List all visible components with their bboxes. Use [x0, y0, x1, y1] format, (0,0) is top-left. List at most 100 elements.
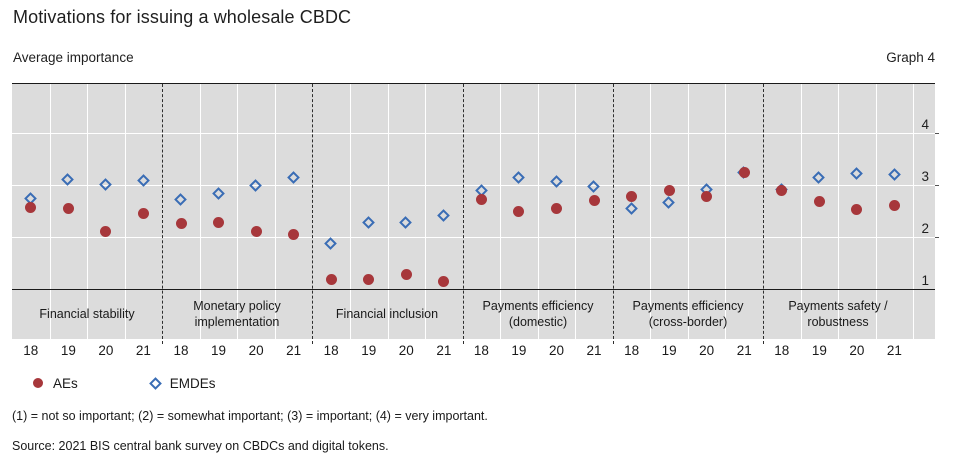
x-axis-year-label: 20	[699, 343, 715, 358]
data-point-emdes	[624, 201, 638, 215]
x-axis-year-label: 18	[323, 343, 339, 358]
gridline-horizontal	[12, 237, 935, 238]
y-axis-caption: Average importance	[13, 50, 134, 65]
y-axis-tick	[935, 185, 939, 186]
gridline-vertical	[125, 84, 126, 339]
category-label: Financial stability	[39, 306, 135, 321]
data-point-emdes	[587, 179, 601, 193]
footnote: (1) = not so important; (2) = somewhat i…	[12, 409, 488, 423]
x-axis-year-label: 18	[774, 343, 790, 358]
gridline-vertical	[650, 84, 651, 339]
x-axis-line	[12, 289, 935, 290]
data-point-emdes	[324, 236, 338, 250]
x-axis-year-label: 19	[211, 343, 227, 358]
data-point-emdes	[512, 171, 525, 185]
emdes-diamond-icon	[148, 376, 162, 390]
x-axis-year-label: 20	[548, 343, 565, 358]
gridline-horizontal	[12, 185, 935, 186]
data-point-emdes	[662, 196, 676, 210]
legend-label: EMDEs	[169, 375, 216, 391]
x-axis-year-label: 18	[173, 343, 189, 358]
data-point-emdes	[99, 177, 112, 191]
data-point-emdes	[286, 171, 300, 185]
legend-item-emdes: EMDEs	[148, 375, 216, 391]
gridline-vertical	[500, 84, 501, 339]
data-point-emdes	[174, 192, 187, 206]
x-axis-year-label: 21	[286, 343, 302, 358]
data-point-emdes	[437, 209, 450, 223]
data-point-aes	[813, 195, 825, 207]
y-axis-tick-label: 3	[921, 169, 929, 184]
x-axis-year-label: 18	[23, 343, 39, 358]
gridline-vertical	[688, 84, 689, 339]
x-axis-year-label: 20	[248, 343, 264, 358]
gridline-vertical	[801, 84, 802, 339]
data-point-aes	[363, 273, 375, 285]
x-axis-year-label: 20	[98, 343, 114, 358]
gridline-vertical	[876, 84, 877, 339]
gridline-vertical	[87, 84, 88, 339]
data-point-aes	[100, 225, 112, 237]
data-point-aes	[738, 167, 750, 179]
data-point-emdes	[61, 173, 75, 186]
aes-circle-icon	[33, 378, 43, 388]
gridline-vertical	[913, 84, 914, 339]
x-axis-year-label: 20	[849, 343, 865, 358]
data-point-emdes	[850, 166, 863, 180]
data-point-aes	[250, 225, 262, 237]
data-point-aes	[25, 201, 37, 213]
source-line: Source: 2021 BIS central bank survey on …	[12, 439, 389, 453]
section-separator	[613, 84, 614, 344]
category-label: Payments safety / robustness	[788, 298, 888, 329]
data-point-aes	[588, 194, 600, 206]
data-point-aes	[513, 205, 525, 217]
plot-area: 1 2 3 4 Financial stability Monetary policy im…	[12, 83, 939, 344]
gridline-horizontal	[12, 133, 935, 134]
y-axis-tick	[935, 237, 939, 238]
x-axis-year-label: 21	[886, 343, 902, 358]
x-axis-year-label: 18	[473, 343, 489, 358]
data-point-aes	[438, 276, 450, 288]
data-point-emdes	[211, 187, 225, 201]
section-separator	[463, 84, 464, 344]
gridline-vertical	[725, 84, 726, 339]
legend-item-aes: AEs	[33, 376, 78, 391]
gridline-vertical	[50, 84, 51, 339]
gridline-vertical	[350, 84, 351, 339]
data-point-emdes	[361, 216, 375, 229]
x-axis-year-label: 19	[661, 343, 677, 358]
legend: AEs EMDEs	[12, 372, 216, 394]
data-point-aes	[663, 184, 675, 196]
x-axis-year-label: 21	[135, 343, 151, 358]
section-separator	[162, 84, 163, 344]
gridline-vertical	[425, 84, 426, 339]
data-point-aes	[888, 200, 900, 212]
gridline-vertical	[538, 84, 539, 339]
data-point-aes	[213, 216, 225, 228]
section-separator	[312, 84, 313, 344]
data-point-emdes	[399, 216, 413, 229]
gridline-vertical	[237, 84, 238, 339]
data-point-aes	[62, 202, 74, 214]
gridline-vertical	[838, 84, 839, 339]
x-axis-year-label: 19	[511, 343, 527, 358]
x-axis-year-label: 19	[811, 343, 827, 358]
y-axis-tick-label: 4	[921, 117, 929, 132]
graph-number: Graph 4	[886, 50, 935, 65]
data-point-aes	[175, 217, 187, 229]
y-axis-tick-label: 2	[921, 221, 929, 236]
data-point-aes	[626, 190, 638, 202]
data-point-aes	[475, 194, 487, 206]
legend-label: AEs	[53, 375, 78, 391]
x-axis-year-label: 21	[586, 343, 602, 358]
x-axis-year-label: 19	[60, 343, 76, 358]
x-axis-year-label: 21	[436, 343, 452, 358]
data-point-aes	[776, 184, 788, 196]
gridline-vertical	[575, 84, 576, 339]
data-point-aes	[851, 203, 863, 215]
section-separator	[763, 84, 764, 344]
x-axis-year-label: 18	[624, 343, 640, 358]
y-axis-tick-label: 1	[921, 273, 929, 288]
x-axis-year-label: 20	[398, 343, 414, 358]
